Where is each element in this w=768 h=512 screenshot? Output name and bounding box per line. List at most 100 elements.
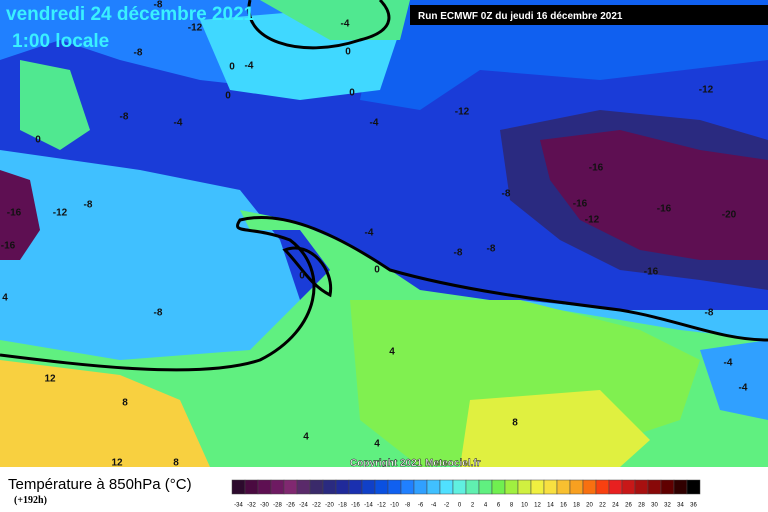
contour-label: 8	[173, 458, 179, 469]
colorbar-swatch	[673, 479, 688, 495]
colorbar-swatch	[582, 479, 597, 495]
colorbar-label: 26	[625, 503, 632, 509]
contour-label: -16	[644, 267, 659, 278]
colorbar-label: 20	[586, 503, 593, 509]
contour-label: 0	[345, 47, 351, 58]
colorbar-label: 0	[458, 503, 462, 509]
contour-label: -16	[7, 208, 22, 219]
contour-label: -4	[341, 19, 350, 30]
colorbar-label: -30	[260, 503, 269, 509]
contour-label: 12	[111, 458, 123, 469]
colorbar: -34 -32 -30 -28 -26 -24 -22 -20 -18 -16 -14 -12 -10-…	[231, 479, 701, 509]
colorbar-swatch	[296, 479, 311, 495]
colorbar-swatch	[413, 479, 428, 495]
contour-label: 4	[389, 347, 395, 358]
colorbar-swatch	[283, 479, 298, 495]
colorbar-label: 10	[521, 503, 528, 509]
contour-label: 0	[349, 88, 355, 99]
contour-label: -8	[154, 0, 163, 11]
contour-label: -12	[188, 23, 203, 34]
colorbar-label: 8	[510, 503, 514, 509]
colorbar-swatch	[530, 479, 545, 495]
colorbar-swatch	[257, 479, 272, 495]
contour-label: 4	[374, 439, 380, 450]
colorbar-swatch	[231, 479, 246, 495]
map-background	[0, 0, 768, 467]
colorbar-swatch	[270, 479, 285, 495]
contour-label: -16	[573, 199, 588, 210]
colorbar-label: 30	[651, 503, 658, 509]
contour-label: 4	[2, 293, 8, 304]
colorbar-swatch	[348, 479, 363, 495]
colorbar-swatch	[465, 479, 480, 495]
colorbar-swatch	[634, 479, 649, 495]
colorbar-swatch	[647, 479, 662, 495]
colorbar-swatch	[517, 479, 532, 495]
colorbar-label: 18	[573, 503, 580, 509]
colorbar-label: -32	[247, 503, 256, 509]
contour-label: 8	[512, 418, 518, 429]
contour-label: -12	[455, 107, 470, 118]
colorbar-swatch	[426, 479, 441, 495]
contour-label: 0	[299, 271, 305, 282]
forecast-time: 1:00 locale	[12, 31, 109, 52]
contour-label: 0	[225, 91, 231, 102]
contour-label: -8	[134, 48, 143, 59]
colorbar-label: -26	[286, 503, 295, 509]
lead-time: (+192h)	[14, 495, 47, 506]
contour-label: -8	[487, 244, 496, 255]
colorbar-label: 36	[690, 503, 697, 509]
contour-label: 8	[122, 398, 128, 409]
colorbar-swatch	[244, 479, 259, 495]
colorbar-label: 34	[677, 503, 684, 509]
contour-label: -4	[370, 118, 379, 129]
contour-label: -8	[120, 112, 129, 123]
colorbar-swatch	[335, 479, 350, 495]
contour-label: -4	[365, 228, 374, 239]
colorbar-label: -2	[444, 503, 450, 509]
contour-label: -12	[585, 215, 600, 226]
colorbar-swatch	[543, 479, 558, 495]
forecast-date: vendredi 24 décembre 2021	[6, 4, 255, 25]
colorbar-swatch	[621, 479, 636, 495]
contour-label: -8	[84, 200, 93, 211]
colorbar-label: -18	[338, 503, 347, 509]
contour-label: -8	[705, 308, 714, 319]
legend-title: Température à 850hPa (°C)	[8, 476, 192, 493]
colorbar-swatch	[504, 479, 519, 495]
run-banner	[410, 5, 768, 25]
colorbar-swatch	[439, 479, 454, 495]
colorbar-swatch	[491, 479, 506, 495]
colorbar-label: -24	[299, 503, 308, 509]
contour-label: 0	[229, 62, 235, 73]
colorbar-label: 6	[497, 503, 501, 509]
zero-isotherm	[0, 0, 768, 372]
contour-label: -4	[174, 118, 183, 129]
colorbar-label: 2	[471, 503, 475, 509]
colorbar-label: -12	[377, 503, 386, 509]
contour-label: -8	[502, 189, 511, 200]
contour-label: -8	[154, 308, 163, 319]
colorbar-swatch	[608, 479, 623, 495]
colorbar-label: 4	[484, 503, 488, 509]
colorbar-label: 14	[547, 503, 554, 509]
colorbar-label: -20	[325, 503, 334, 509]
contour-label: -4	[245, 61, 254, 72]
colorbar-label: 28	[638, 503, 645, 509]
contour-label: -12	[53, 208, 68, 219]
colorbar-swatch	[387, 479, 402, 495]
run-info: Run ECMWF 0Z du jeudi 16 décembre 2021	[418, 11, 623, 22]
colorbar-label: -14	[364, 503, 373, 509]
copyright: Copyright 2021 Meteociel.fr	[350, 458, 481, 469]
colorbar-label: 22	[599, 503, 606, 509]
contour-label: -4	[724, 358, 733, 369]
colorbar-swatch	[595, 479, 610, 495]
colorbar-swatch	[660, 479, 675, 495]
colorbar-swatch	[322, 479, 337, 495]
contour-label: 0	[374, 265, 380, 276]
colorbar-label: 12	[534, 503, 541, 509]
colorbar-swatch	[309, 479, 324, 495]
colorbar-swatch	[361, 479, 376, 495]
colorbar-label: 24	[612, 503, 619, 509]
